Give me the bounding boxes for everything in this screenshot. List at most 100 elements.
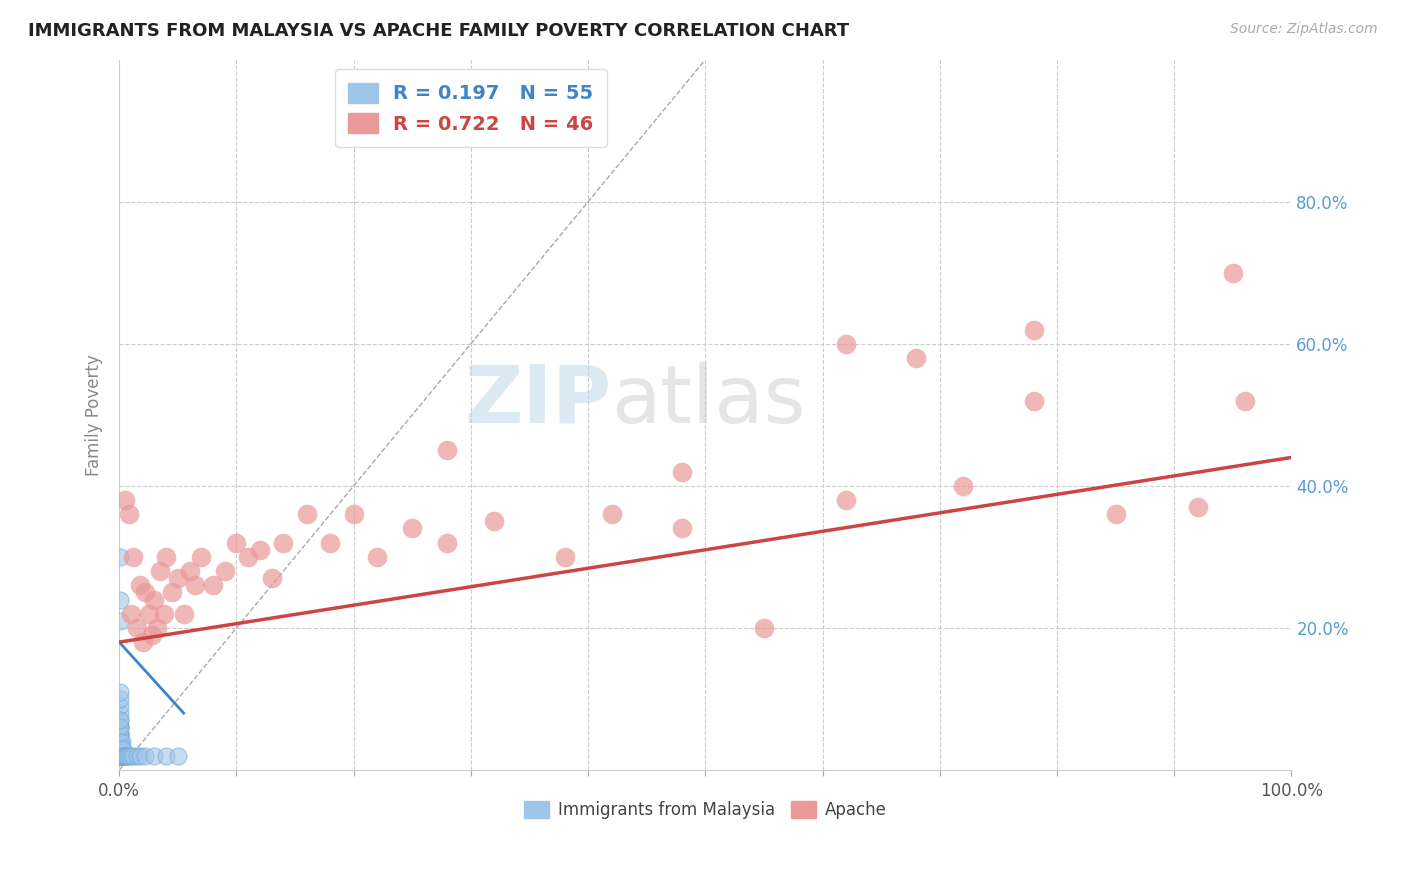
Point — [108, 741, 131, 756]
Point — [112, 748, 135, 763]
Point — [179, 564, 201, 578]
Point — [108, 748, 131, 763]
Text: atlas: atlas — [612, 361, 806, 440]
Point — [141, 628, 163, 642]
Point — [149, 564, 172, 578]
Point — [238, 549, 260, 564]
Point — [108, 706, 131, 721]
Point — [173, 607, 195, 621]
Text: IMMIGRANTS FROM MALAYSIA VS APACHE FAMILY POVERTY CORRELATION CHART: IMMIGRANTS FROM MALAYSIA VS APACHE FAMIL… — [28, 22, 849, 40]
Point — [671, 465, 693, 479]
Point — [190, 549, 212, 564]
Point — [1233, 393, 1256, 408]
Point — [110, 741, 132, 756]
Point — [134, 585, 156, 599]
Point — [110, 741, 132, 756]
Point — [160, 585, 183, 599]
Point — [108, 734, 131, 748]
Point — [108, 741, 131, 756]
Point — [1187, 500, 1209, 515]
Point — [108, 727, 131, 741]
Point — [110, 741, 132, 756]
Point — [273, 535, 295, 549]
Text: ZIP: ZIP — [464, 361, 612, 440]
Legend: Immigrants from Malaysia, Apache: Immigrants from Malaysia, Apache — [517, 794, 893, 826]
Point — [110, 727, 132, 741]
Point — [108, 549, 131, 564]
Point — [202, 578, 225, 592]
Point — [120, 607, 142, 621]
Point — [112, 748, 135, 763]
Point — [108, 741, 131, 756]
Point — [108, 720, 131, 734]
Point — [108, 727, 131, 741]
Point — [319, 535, 342, 549]
Point — [484, 514, 506, 528]
Point — [249, 542, 271, 557]
Text: Source: ZipAtlas.com: Source: ZipAtlas.com — [1230, 22, 1378, 37]
Point — [184, 578, 207, 592]
Point — [108, 727, 131, 741]
Point — [143, 592, 166, 607]
Point — [132, 635, 155, 649]
Point — [110, 734, 132, 748]
Point — [110, 734, 132, 748]
Point — [155, 748, 177, 763]
Point — [125, 621, 148, 635]
Point — [111, 741, 134, 756]
Point — [752, 621, 775, 635]
Point — [1222, 266, 1244, 280]
Point — [153, 607, 176, 621]
Point — [117, 748, 139, 763]
Point — [436, 443, 458, 458]
Point — [554, 549, 576, 564]
Point — [108, 685, 131, 699]
Point — [436, 535, 458, 549]
Point — [120, 748, 142, 763]
Point — [835, 493, 858, 508]
Point — [110, 748, 132, 763]
Point — [905, 351, 928, 365]
Point — [146, 621, 169, 635]
Point — [108, 748, 131, 763]
Point — [108, 741, 131, 756]
Point — [108, 748, 131, 763]
Point — [134, 748, 156, 763]
Point — [114, 493, 136, 508]
Point — [167, 748, 190, 763]
Point — [114, 748, 136, 763]
Point — [225, 535, 247, 549]
Point — [111, 748, 134, 763]
Point — [108, 713, 131, 727]
Point — [110, 748, 132, 763]
Y-axis label: Family Poverty: Family Poverty — [86, 354, 103, 475]
Point — [108, 734, 131, 748]
Point — [110, 748, 132, 763]
Point — [401, 521, 423, 535]
Point — [108, 614, 131, 628]
Point — [108, 699, 131, 714]
Point — [952, 479, 974, 493]
Point — [115, 748, 138, 763]
Point — [108, 734, 131, 748]
Point — [143, 748, 166, 763]
Point — [108, 720, 131, 734]
Point — [111, 748, 134, 763]
Point — [108, 692, 131, 706]
Point — [600, 508, 623, 522]
Point — [295, 508, 318, 522]
Point — [835, 336, 858, 351]
Point — [110, 748, 132, 763]
Point — [110, 741, 132, 756]
Point — [1104, 508, 1126, 522]
Point — [110, 720, 132, 734]
Point — [122, 748, 145, 763]
Point — [214, 564, 236, 578]
Point — [366, 549, 388, 564]
Point — [129, 578, 152, 592]
Point — [122, 549, 145, 564]
Point — [108, 592, 131, 607]
Point — [1022, 322, 1045, 336]
Point — [1022, 393, 1045, 408]
Point — [118, 508, 141, 522]
